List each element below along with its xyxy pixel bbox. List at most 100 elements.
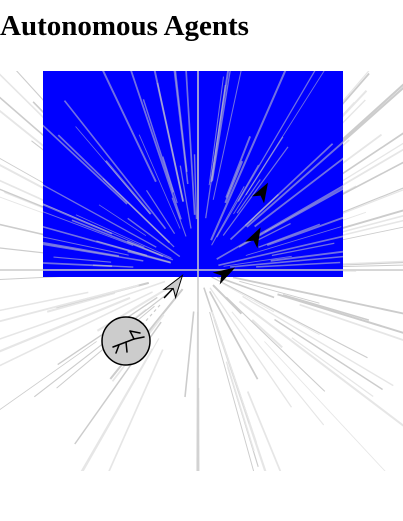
ray-line <box>254 157 343 228</box>
ray-line <box>251 319 283 349</box>
ray-line <box>142 99 174 193</box>
ray-line <box>208 76 225 186</box>
ray-line <box>43 243 144 262</box>
ray-line <box>43 211 134 247</box>
ray-line <box>222 146 289 236</box>
ray-line <box>225 361 255 452</box>
ray-line <box>211 186 245 246</box>
ray-line <box>108 349 164 471</box>
agent-4-selected[interactable] <box>162 271 188 300</box>
ray-line <box>0 296 131 353</box>
ray-line <box>179 165 192 229</box>
ray-line <box>43 236 129 256</box>
ray-line <box>43 203 113 235</box>
ray-line <box>102 178 175 248</box>
ray-line <box>0 291 89 312</box>
ray-line <box>0 291 153 367</box>
ray-line <box>211 276 368 359</box>
ray-line <box>224 160 244 204</box>
ray-line <box>216 164 259 238</box>
ray-line <box>43 241 120 257</box>
ray-line <box>239 280 320 304</box>
ray-line <box>208 290 259 380</box>
ray-line <box>127 217 181 258</box>
target-link <box>127 304 161 342</box>
ray-line <box>212 71 242 200</box>
ray-line <box>216 276 275 299</box>
ray-line <box>236 179 261 214</box>
ray-line <box>212 284 243 315</box>
ray-field-inside-zone <box>43 71 343 268</box>
ray-line <box>198 387 200 471</box>
ray-line <box>130 71 182 220</box>
ray-line <box>258 223 321 248</box>
ray-line <box>102 71 157 183</box>
ray-line <box>274 318 383 391</box>
ray-line <box>308 189 403 228</box>
ray-line <box>238 300 403 427</box>
ray-line <box>209 311 255 471</box>
ray-line <box>138 134 181 229</box>
ray-line <box>210 71 230 183</box>
ray-line <box>209 287 293 408</box>
ray-line <box>246 141 343 228</box>
ray-line <box>232 276 403 315</box>
ray-line <box>53 256 112 263</box>
ray-line <box>0 284 139 323</box>
ray-line <box>46 291 116 313</box>
simulation-canvas[interactable] <box>0 71 403 471</box>
ray-line <box>225 136 251 198</box>
ray-line <box>185 71 196 215</box>
ray-line <box>153 71 185 203</box>
ray-line <box>254 299 320 336</box>
ray-line <box>63 100 167 230</box>
ray-line <box>171 197 187 237</box>
ray-line <box>282 294 370 321</box>
ray-line <box>299 303 403 341</box>
ray-line <box>246 391 282 471</box>
ray-line <box>71 219 164 257</box>
ray-line <box>256 261 341 268</box>
ray-line <box>184 311 195 398</box>
ray-line <box>33 292 169 398</box>
ray-line <box>0 275 80 281</box>
ray-line <box>237 71 316 202</box>
ray-line <box>174 71 188 172</box>
ray-line <box>127 250 172 264</box>
ray-line <box>238 188 343 248</box>
ray-line <box>223 255 292 267</box>
ray-line <box>226 296 326 392</box>
ray-line <box>244 193 279 227</box>
ray-line <box>218 235 343 267</box>
ray-line <box>92 264 134 268</box>
walker-figure-icon <box>112 330 145 354</box>
ray-line <box>43 262 113 267</box>
ray-line <box>210 71 287 241</box>
page-title: Autonomous Agents <box>0 10 249 42</box>
ray-line <box>43 184 157 248</box>
ray-line <box>0 341 97 410</box>
ray-line <box>222 283 275 313</box>
ray-line <box>162 156 178 204</box>
ray-line <box>230 255 343 268</box>
ray-line <box>266 216 343 246</box>
ray-line <box>270 250 343 262</box>
ray-line <box>105 160 152 215</box>
ray-line <box>277 293 403 334</box>
ray-line <box>0 280 166 340</box>
agent-2[interactable] <box>251 179 274 204</box>
ray-line <box>145 189 176 235</box>
ray-line <box>75 214 172 259</box>
ray-line <box>254 223 291 243</box>
ray-line <box>271 242 335 257</box>
agent-1[interactable] <box>245 224 267 249</box>
ray-line <box>211 311 258 443</box>
agent-3[interactable] <box>212 261 239 285</box>
ray-line <box>211 71 231 181</box>
ray-line <box>216 185 343 260</box>
ray-line <box>43 124 128 205</box>
ray-line <box>43 226 171 264</box>
ray-line <box>193 154 198 220</box>
target-marker[interactable] <box>101 316 151 366</box>
ray-line <box>264 187 343 233</box>
